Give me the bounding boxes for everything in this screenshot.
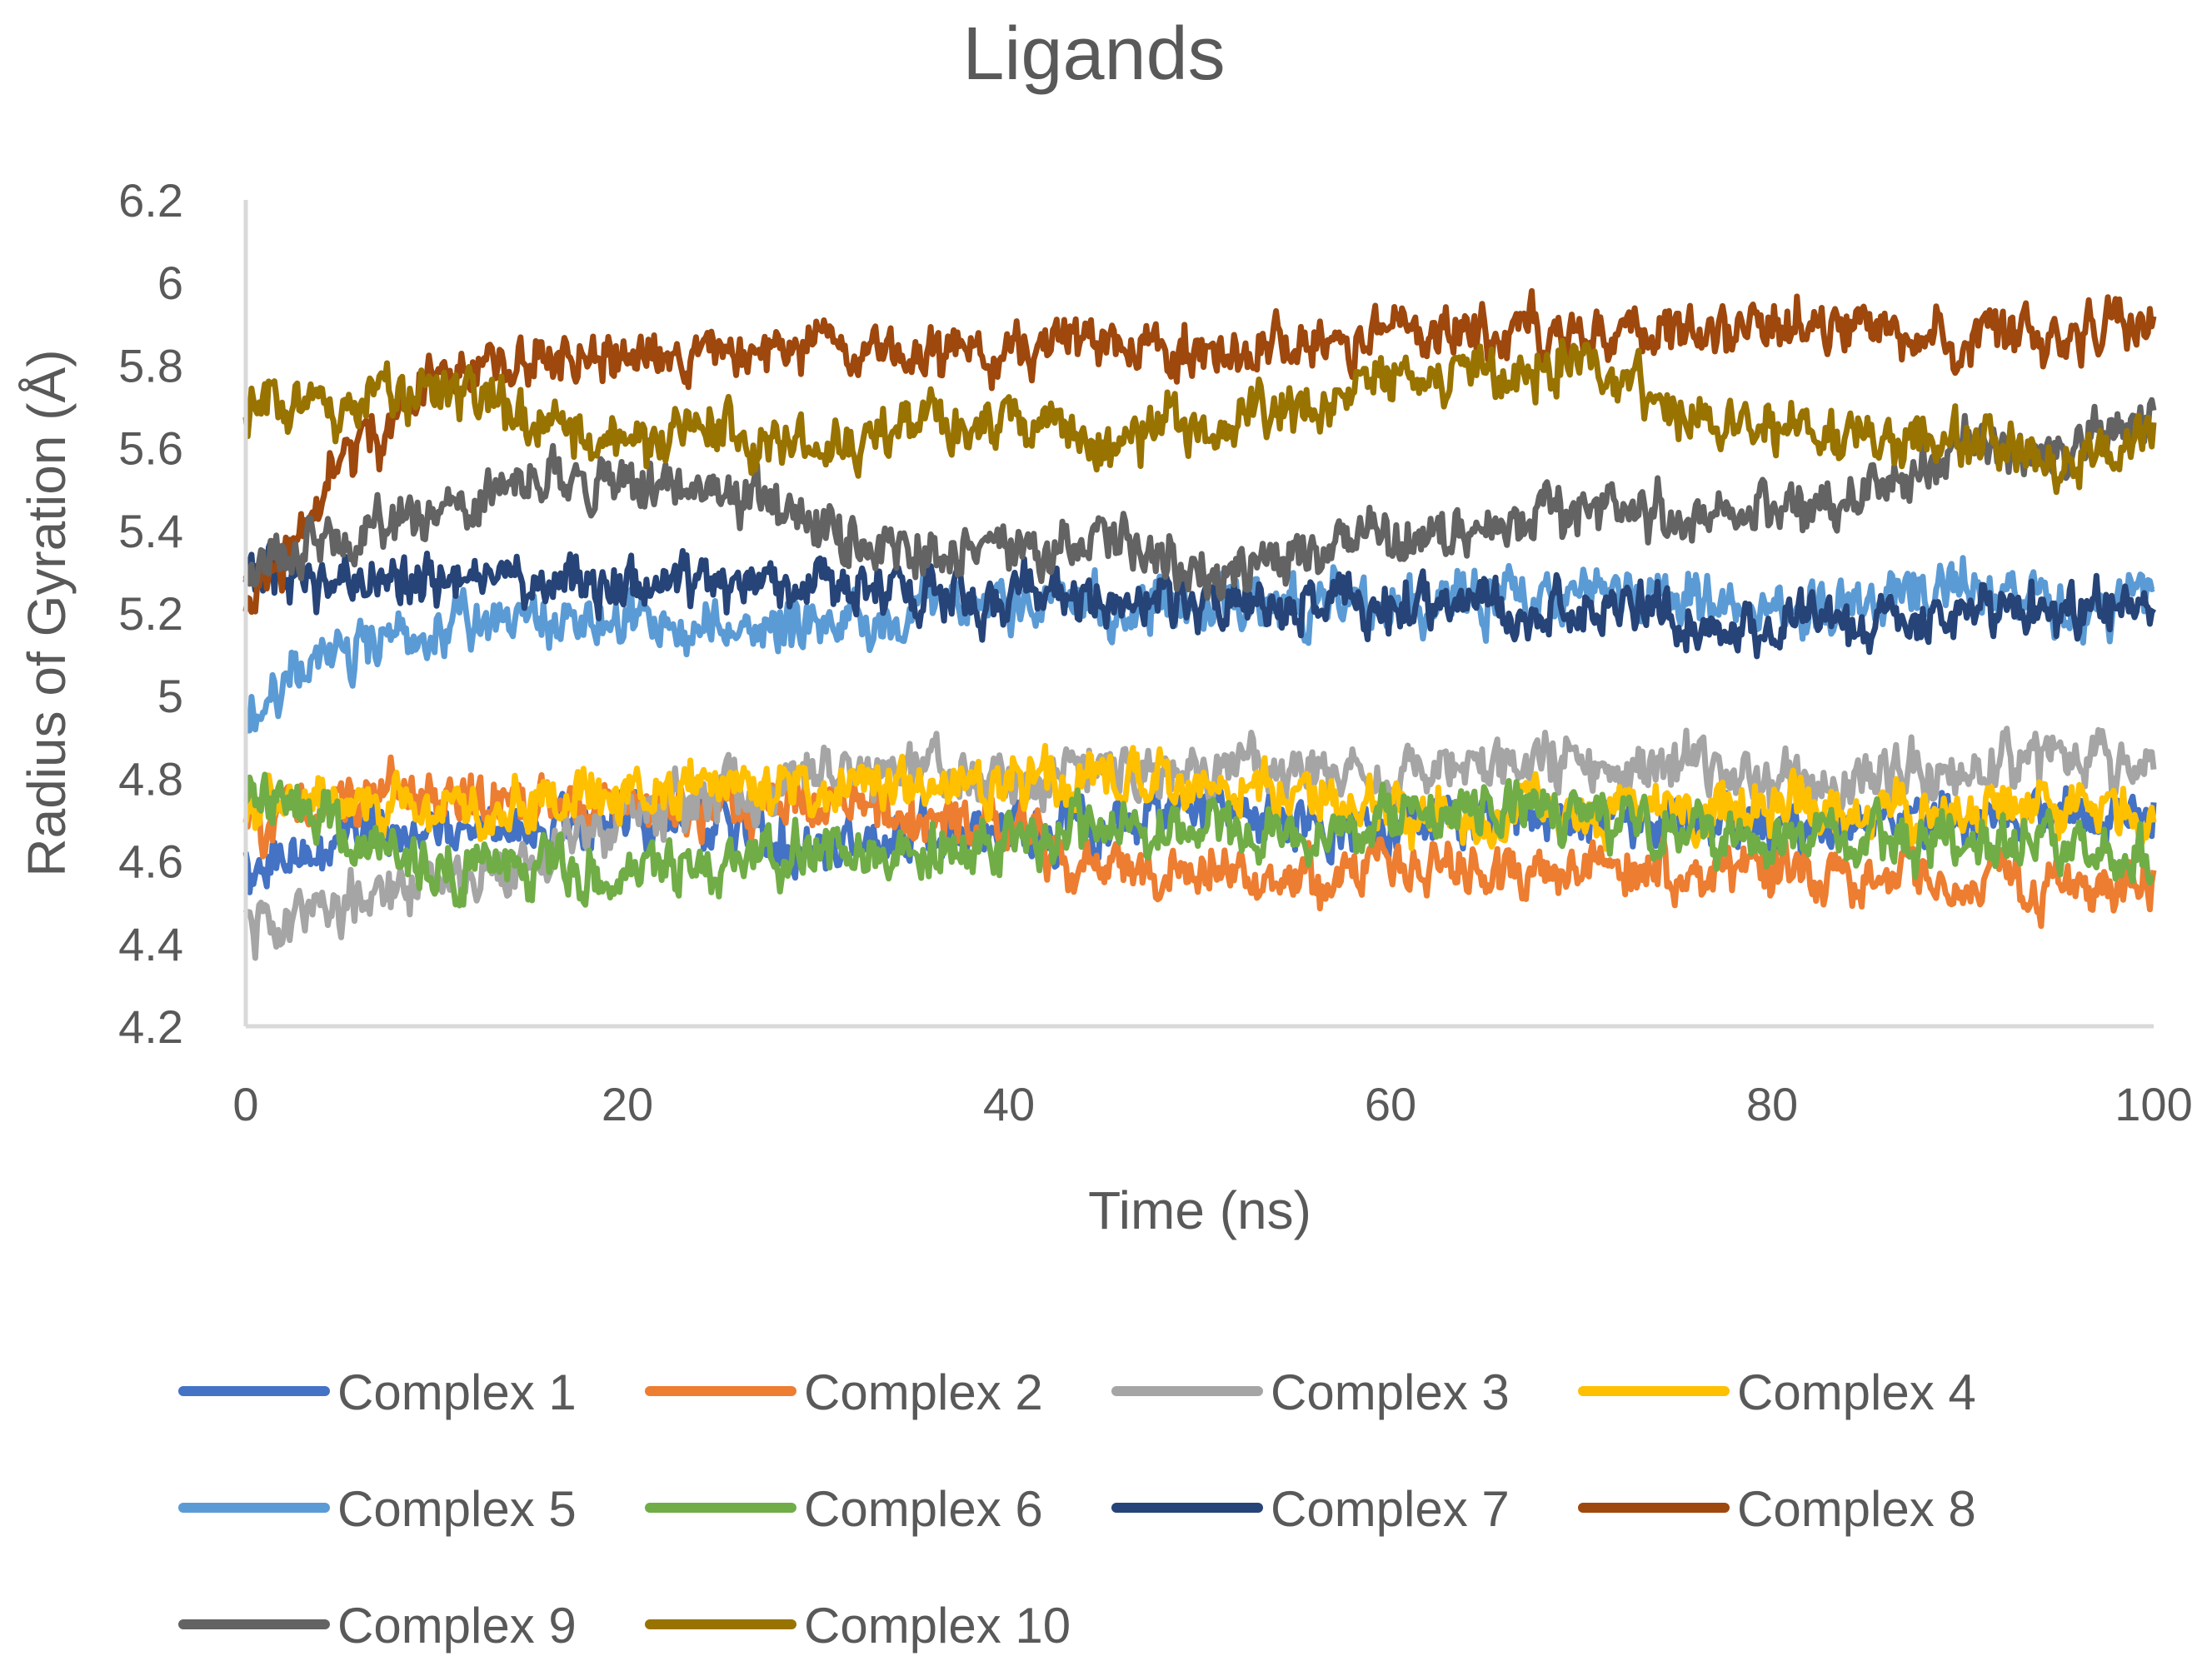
legend-label: Complex 6 [804,1481,1043,1537]
legend-item: Complex 4 [1578,1364,1976,1420]
legend-label: Complex 5 [337,1481,577,1537]
y-tick-label: 4.6 [118,836,183,888]
series-layer [242,287,2157,961]
series-line-7 [242,539,2157,660]
legend-label: Complex 7 [1271,1481,1510,1537]
y-tick-label: 5.6 [118,422,183,475]
legend-label: Complex 1 [337,1364,577,1420]
y-tick-label: 5 [157,670,183,722]
legend-label: Complex 10 [804,1598,1071,1654]
legend-label: Complex 3 [1271,1364,1510,1420]
legend-item: Complex 2 [645,1364,1043,1420]
y-tick-label: 6 [157,257,183,309]
legend-label: Complex 9 [337,1598,577,1654]
y-tick-labels: 4.2 4.4 4.6 4.8 5 5.2 5.4 5.6 5.8 6 6.2 [118,174,183,1053]
y-tick-label: 4.2 [118,1000,183,1053]
x-tick-label: 0 [232,1078,258,1130]
legend-item: Complex 3 [1111,1364,1510,1420]
series-line-4 [242,742,2157,852]
y-tick-label: 5.4 [118,505,183,557]
x-axis-title: Time (ns) [1088,1180,1311,1240]
legend-item: Complex 10 [645,1598,1071,1654]
legend-label: Complex 8 [1737,1481,1976,1537]
legend-item: Complex 1 [178,1364,577,1420]
x-tick-label: 40 [983,1078,1035,1130]
series-line-10 [242,337,2157,496]
legend-item: Complex 5 [178,1481,577,1537]
legend-item: Complex 8 [1578,1481,1976,1537]
y-axis-title: Radius of Gyration (Å) [17,349,77,876]
x-tick-label: 100 [2115,1078,2192,1130]
legend: Complex 1 Complex 2 Complex 3 Complex 4 Comp… [178,1364,1976,1654]
x-tick-label: 60 [1365,1078,1416,1130]
legend-item: Complex 9 [178,1598,577,1654]
x-tick-labels: 0 20 40 60 80 100 [232,1078,2192,1130]
series-line-8 [242,287,2157,616]
legend-item: Complex 7 [1111,1481,1510,1537]
x-tick-label: 20 [602,1078,653,1130]
legend-item: Complex 6 [645,1481,1043,1537]
series-line-6 [243,771,2155,909]
chart-title: Ligands [962,12,1225,96]
x-tick-label: 80 [1746,1078,1798,1130]
y-tick-label: 6.2 [118,174,183,227]
series-line-9 [242,397,2157,601]
y-tick-label: 4.8 [118,752,183,805]
y-tick-label: 5.8 [118,339,183,392]
legend-label: Complex 4 [1737,1364,1976,1420]
plot-area [242,200,2157,1029]
y-tick-label: 5.2 [118,587,183,640]
y-tick-label: 4.4 [118,918,183,970]
legend-label: Complex 2 [804,1364,1043,1420]
